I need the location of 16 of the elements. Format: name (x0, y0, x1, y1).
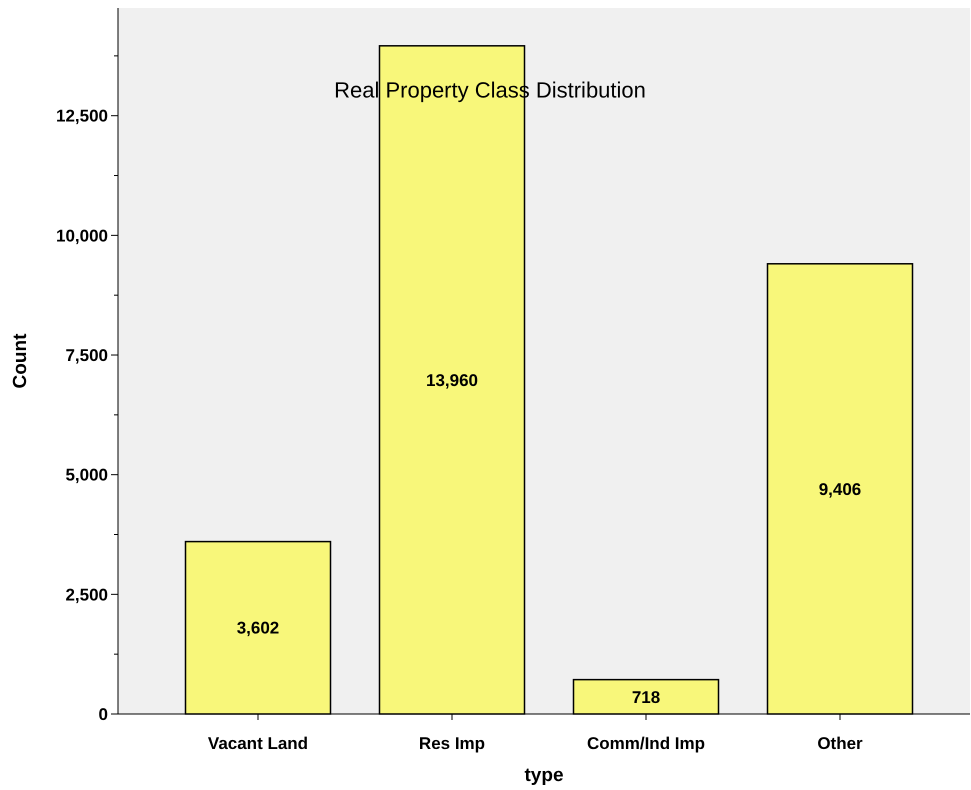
y-tick-label: 2,500 (65, 585, 108, 604)
data-label: 9,406 (818, 480, 862, 499)
data-label: 13,960 (426, 370, 478, 390)
data-label: 3,602 (236, 618, 280, 638)
y-tick-label: 0 (98, 704, 108, 724)
x-tick-label: Other (817, 734, 864, 753)
x-tick-label: Res Imp (418, 734, 486, 753)
x-tick-label: Comm/Ind Imp (586, 734, 706, 753)
y-tick-label: 5,000 (65, 466, 108, 485)
y-axis-title: Count (10, 332, 31, 388)
x-tick-label: Vacant Land (208, 734, 308, 753)
y-tick-label: 7,500 (65, 346, 108, 365)
data-label: 718 (632, 688, 660, 707)
y-tick-label: 10,000 (56, 226, 108, 246)
y-tick-label: 12,500 (56, 106, 108, 126)
x-axis-title: type (524, 765, 564, 786)
